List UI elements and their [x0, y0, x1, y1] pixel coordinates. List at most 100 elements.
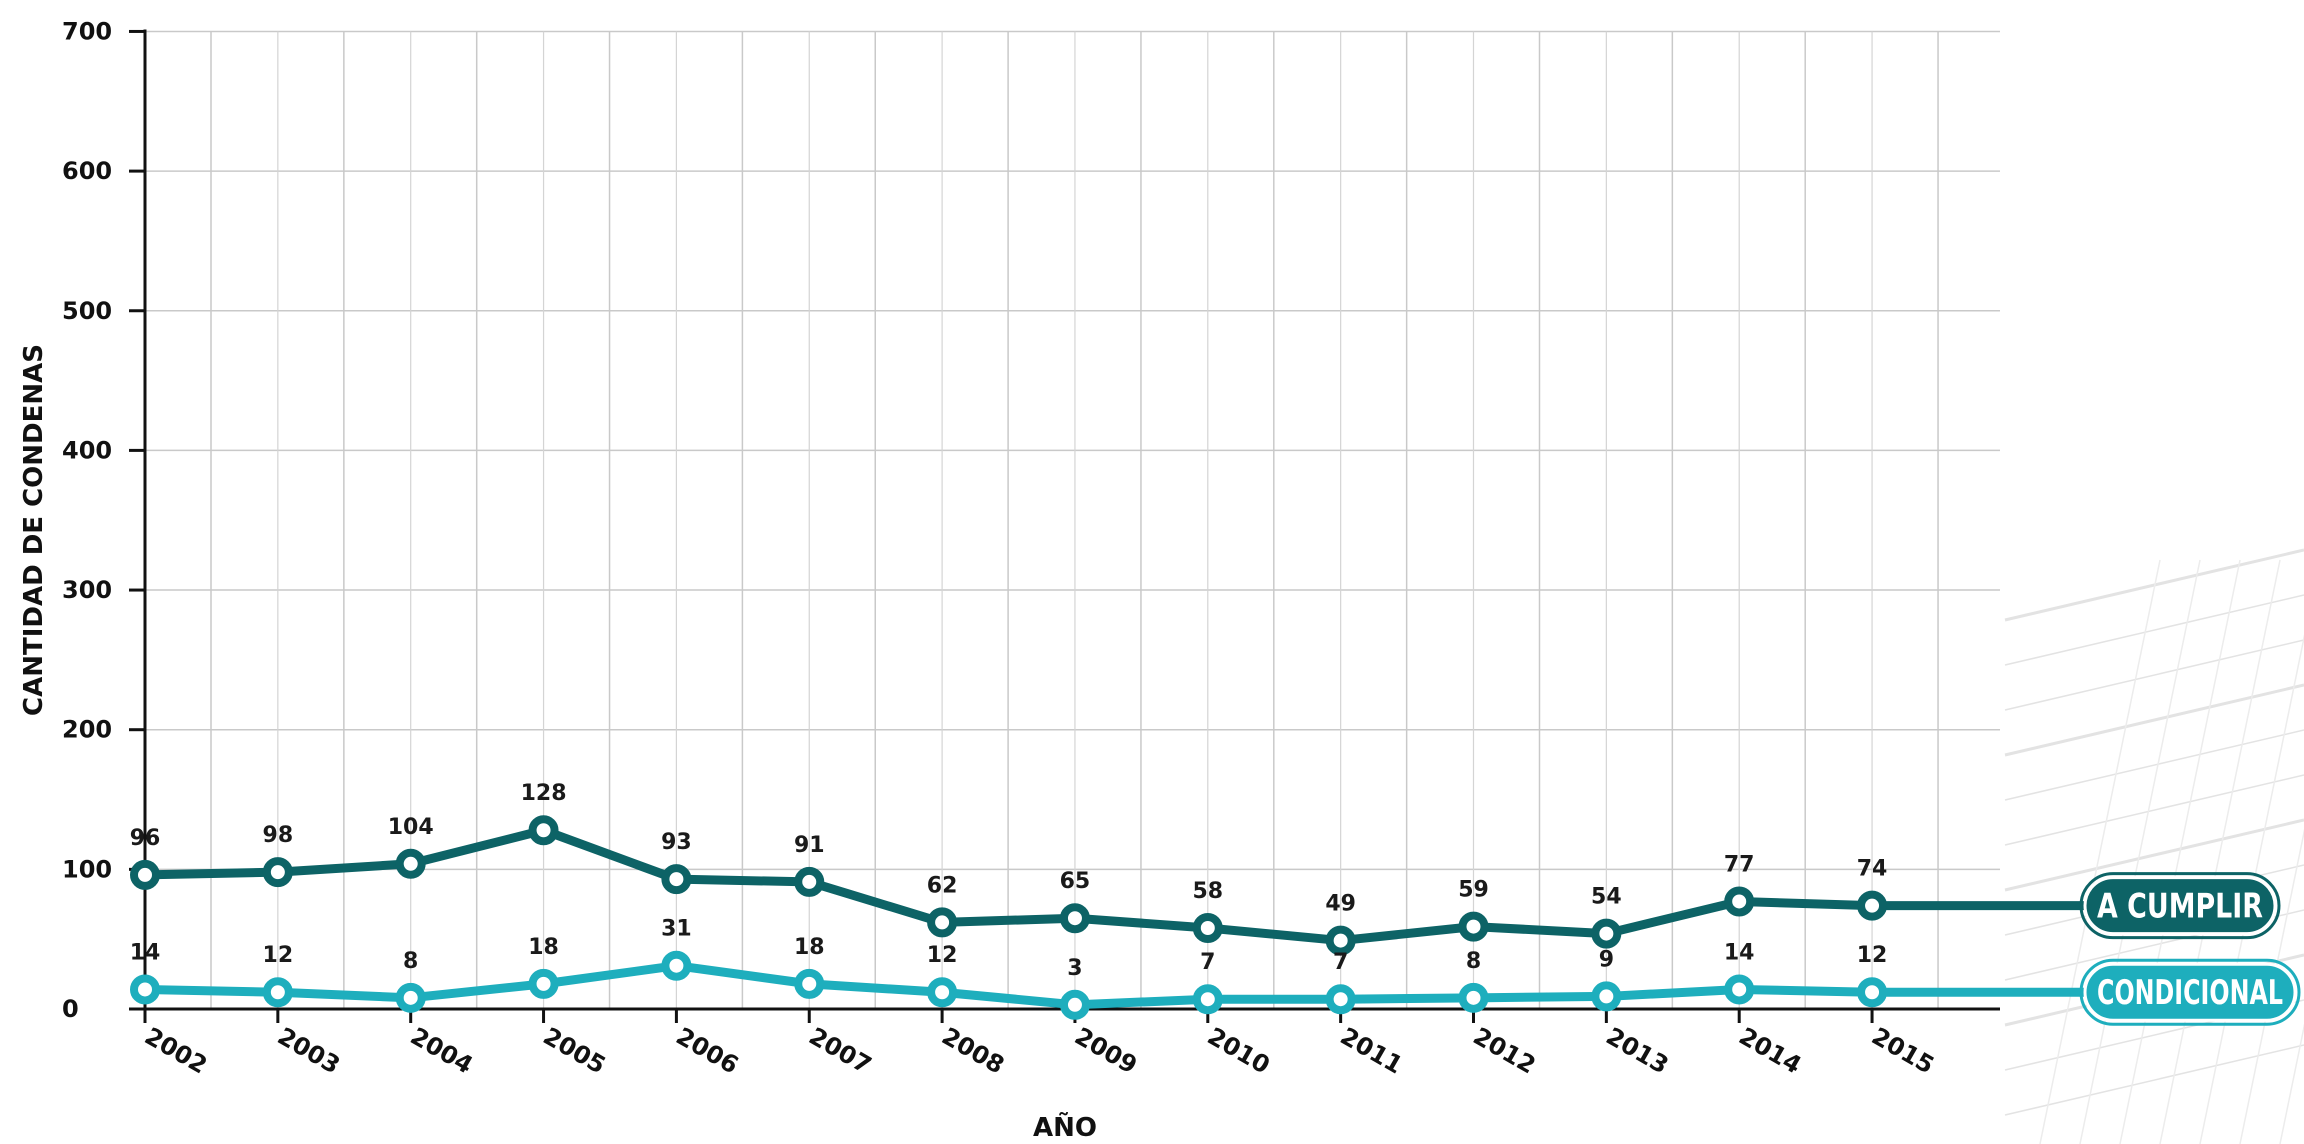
y-tick-label: 600: [62, 157, 112, 185]
data-label: 65: [1060, 869, 1091, 894]
legend-item-a-cumplir: A CUMPLIR: [2079, 872, 2281, 940]
bg-pattern-line: [2119, 559, 2241, 1144]
data-label: 93: [661, 830, 692, 855]
bg-pattern-line: [2199, 634, 2304, 1144]
legend-label: A CUMPLIR: [2097, 887, 2263, 927]
y-tick-label: 0: [62, 995, 79, 1023]
y-tick-label: 300: [62, 576, 112, 604]
x-tick-label: 2010: [1203, 1022, 1275, 1080]
data-label: 14: [130, 940, 161, 965]
data-label: 9: [1599, 947, 1614, 972]
series-condicional: 14 12 8 18 31 18 12 3 7 7 8 9 14 12: [130, 917, 2090, 1020]
data-label: 7: [1200, 950, 1215, 975]
data-label: 14: [1724, 940, 1755, 965]
bg-pattern-line: [2004, 683, 2304, 757]
data-label: 77: [1724, 852, 1755, 877]
bg-pattern-line: [2004, 594, 2304, 666]
data-label: 96: [130, 826, 161, 851]
data-point: [927, 907, 958, 938]
x-tick-label: 2012: [1469, 1022, 1541, 1080]
data-point: [1325, 925, 1356, 956]
data-label: 74: [1857, 857, 1888, 882]
y-tick-label: 500: [62, 297, 112, 325]
data-point: [794, 968, 825, 999]
data-label: 12: [263, 943, 294, 968]
data-point: [1059, 903, 1090, 934]
bg-pattern-line: [2004, 774, 2304, 846]
data-label: 7: [1333, 950, 1348, 975]
x-tick-label: 2007: [804, 1022, 876, 1080]
bg-pattern-line: [2279, 1023, 2304, 1144]
data-label: 54: [1591, 885, 1622, 910]
x-tick-label: 2004: [406, 1022, 478, 1080]
data-point: [1857, 977, 1888, 1008]
data-label: 31: [661, 917, 692, 942]
data-label: 8: [403, 949, 418, 974]
data-point: [262, 857, 293, 888]
data-point: [395, 982, 426, 1013]
bg-pattern-line: [2004, 818, 2304, 892]
data-label: 128: [521, 781, 567, 806]
data-label: 98: [263, 823, 294, 848]
x-tick-label: 2003: [273, 1022, 345, 1080]
data-point: [395, 848, 426, 879]
x-tick-label: 2014: [1734, 1022, 1806, 1080]
data-point: [794, 866, 825, 897]
x-tick-label: 2006: [671, 1022, 743, 1080]
data-label: 62: [927, 873, 958, 898]
data-label: 91: [794, 833, 825, 858]
data-label: 58: [1192, 879, 1223, 904]
data-label: 59: [1458, 878, 1489, 903]
data-point: [927, 977, 958, 1008]
y-tick-label: 700: [62, 17, 112, 45]
legend-item-condicional: CONDICIONAL: [2079, 958, 2301, 1026]
bg-pattern-line: [2004, 1044, 2304, 1116]
bg-pattern-line: [2004, 639, 2304, 711]
series-a-cumplir: 96 98 104 128 93 91 62 65 58 49 59 54 77 74: [130, 781, 2090, 956]
y-axis-title: CANTIDAD DE CONDENAS: [19, 344, 49, 716]
y-axis-ticks: 0 100 200 300 400 500 600 700: [62, 17, 145, 1023]
legend-label: CONDICIONAL: [2097, 973, 2283, 1013]
bg-pattern-line: [2004, 729, 2304, 801]
series-line: [140, 961, 1877, 1010]
data-point: [1857, 890, 1888, 921]
bg-pattern-line: [2039, 559, 2161, 1144]
data-point: [1458, 982, 1489, 1013]
data-point: [528, 815, 559, 846]
data-point: [1724, 974, 1755, 1005]
y-tick-label: 400: [62, 436, 112, 464]
data-label: 12: [927, 943, 958, 968]
data-point: [661, 864, 692, 895]
x-tick-label: 2013: [1601, 1022, 1673, 1080]
data-label: 12: [1857, 943, 1888, 968]
data-label: 3: [1067, 956, 1082, 981]
y-tick-label: 100: [62, 855, 112, 883]
data-point: [1192, 913, 1223, 944]
data-point: [1591, 918, 1622, 949]
x-axis-title: AÑO: [1033, 1111, 1097, 1143]
bg-pattern-line: [2079, 559, 2201, 1144]
data-point: [1059, 989, 1090, 1020]
data-point: [528, 968, 559, 999]
data-point: [1325, 984, 1356, 1015]
x-tick-label: 2008: [937, 1022, 1009, 1080]
bg-pattern-line: [2239, 828, 2304, 1144]
data-point: [130, 859, 160, 890]
data-label: 104: [388, 815, 434, 840]
x-axis-ticks: 2002 2003 2004 2005 2006 2007 2008 2009 2010 2011…: [140, 1009, 1939, 1080]
bg-pattern-line: [2159, 559, 2281, 1144]
legend-pill: [2083, 962, 2297, 1022]
x-tick-label: 2009: [1070, 1022, 1142, 1080]
legend-pill: [2083, 876, 2277, 936]
legend-pill-outline: [2079, 958, 2301, 1026]
data-point: [1591, 981, 1622, 1012]
data-point: [262, 977, 293, 1008]
data-label: 49: [1325, 892, 1356, 917]
data-point: [130, 974, 160, 1005]
background-grid-pattern: [2004, 548, 2304, 1144]
x-tick-label: 2002: [140, 1022, 212, 1080]
x-tick-label: 2015: [1867, 1022, 1939, 1080]
x-tick-label: 2005: [539, 1022, 611, 1080]
